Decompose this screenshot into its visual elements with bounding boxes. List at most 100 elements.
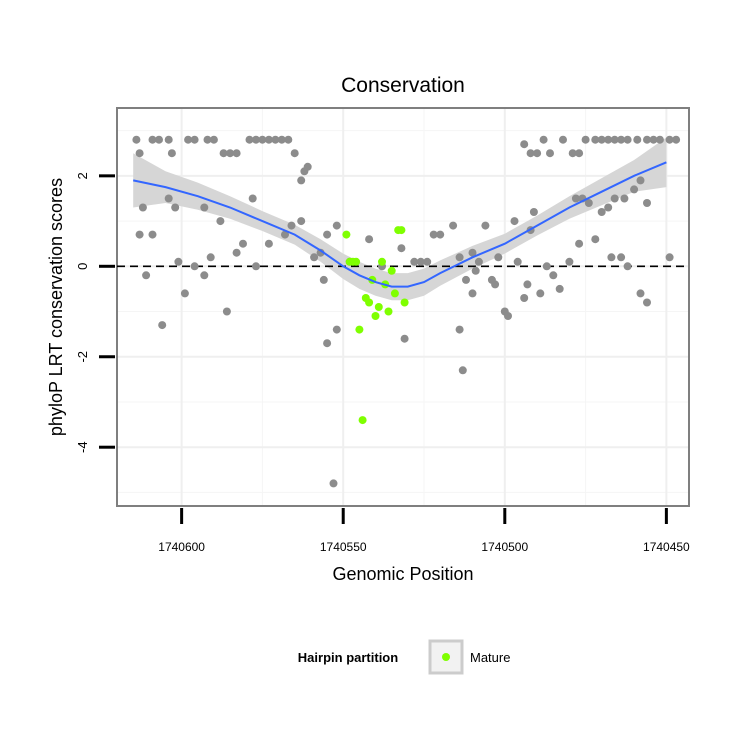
- point-15: [258, 135, 267, 144]
- point-59: [400, 334, 409, 343]
- point-46: [206, 253, 215, 262]
- point-12: [232, 149, 241, 158]
- point-120: [643, 199, 651, 207]
- point-10: [219, 149, 228, 158]
- point-28: [200, 203, 209, 212]
- point-27: [171, 203, 180, 212]
- point-7: [190, 135, 199, 144]
- point-23: [297, 176, 306, 185]
- y-axis-title: phyloP LRT conservation scores: [46, 178, 66, 436]
- point-64: [436, 230, 445, 239]
- y-tick-label-2: 0: [75, 263, 90, 270]
- point-17: [271, 135, 280, 144]
- point-87: [510, 217, 519, 226]
- point-74: [513, 257, 522, 266]
- point-106: [643, 135, 651, 144]
- point-98: [581, 135, 590, 144]
- point-33: [264, 239, 273, 248]
- smooth-line: [132, 161, 667, 288]
- point-124: [607, 253, 616, 262]
- point-5: [167, 149, 176, 158]
- point-119: [636, 176, 645, 185]
- gridlines: [117, 108, 689, 506]
- mature-point-3: [352, 257, 361, 266]
- point-50: [310, 253, 319, 262]
- y-tick-label-3: 2: [75, 172, 90, 179]
- point-90: [520, 140, 529, 149]
- smooth-curve: [132, 161, 667, 288]
- point-18: [277, 135, 286, 144]
- point-122: [575, 239, 584, 248]
- point-81: [455, 325, 464, 334]
- mature-point-9: [371, 312, 380, 320]
- point-118: [630, 185, 639, 194]
- point-0: [132, 135, 141, 144]
- point-30: [232, 248, 241, 257]
- point-78: [542, 262, 551, 271]
- point-104: [623, 135, 632, 144]
- point-20: [290, 149, 299, 158]
- point-109: [665, 135, 674, 144]
- point-70: [481, 221, 490, 230]
- point-39: [135, 230, 144, 239]
- point-26: [164, 194, 173, 203]
- point-22: [303, 162, 312, 171]
- point-63: [429, 230, 438, 239]
- point-48: [252, 262, 260, 271]
- point-68: [468, 248, 477, 257]
- chart-title: Conservation: [341, 74, 465, 97]
- point-101: [604, 135, 613, 144]
- mature-point-11: [378, 257, 386, 266]
- mature-point-15: [390, 289, 399, 298]
- point-14: [252, 135, 260, 144]
- data-points: [132, 135, 681, 488]
- point-35: [287, 221, 296, 230]
- confidence-band-area: [133, 137, 667, 301]
- point-47: [222, 307, 231, 316]
- point-61: [416, 257, 425, 266]
- point-36: [323, 230, 332, 239]
- point-3: [155, 135, 163, 144]
- point-52: [319, 275, 328, 284]
- mature-point-13: [384, 307, 393, 316]
- point-114: [597, 208, 606, 216]
- point-96: [568, 149, 577, 158]
- point-43: [180, 289, 189, 298]
- x-axis-ticks: 1740600 1740550 1740500 1740450: [158, 508, 690, 554]
- mature-point-14: [387, 266, 396, 275]
- x-tick-label-2: 1740500: [481, 540, 528, 554]
- point-103: [617, 135, 626, 144]
- mature-point-18: [400, 298, 409, 307]
- point-125: [617, 253, 626, 262]
- mature-point-4: [355, 325, 364, 334]
- point-85: [487, 275, 496, 284]
- point-89: [529, 208, 538, 216]
- point-49: [297, 217, 306, 226]
- point-77: [536, 289, 545, 298]
- point-123: [591, 235, 600, 244]
- mature-point-0: [342, 230, 351, 239]
- point-29: [216, 217, 225, 226]
- point-44: [190, 262, 199, 271]
- mature-point-10: [374, 303, 383, 311]
- point-69: [474, 257, 483, 266]
- point-8: [203, 135, 212, 144]
- point-93: [539, 135, 548, 144]
- point-67: [462, 275, 470, 284]
- point-94: [546, 149, 554, 158]
- point-75: [520, 294, 529, 302]
- mature-point-5: [358, 416, 367, 425]
- legend-key-mature-point: [442, 653, 450, 661]
- point-126: [623, 262, 632, 271]
- point-65: [449, 221, 458, 230]
- point-24: [138, 203, 147, 212]
- point-129: [665, 253, 674, 262]
- point-55: [332, 325, 341, 334]
- legend-label-mature: Mature: [470, 650, 510, 665]
- point-91: [526, 149, 535, 158]
- point-102: [610, 135, 619, 144]
- point-42: [174, 257, 183, 266]
- mature-point-7: [365, 298, 374, 307]
- point-1: [135, 149, 144, 158]
